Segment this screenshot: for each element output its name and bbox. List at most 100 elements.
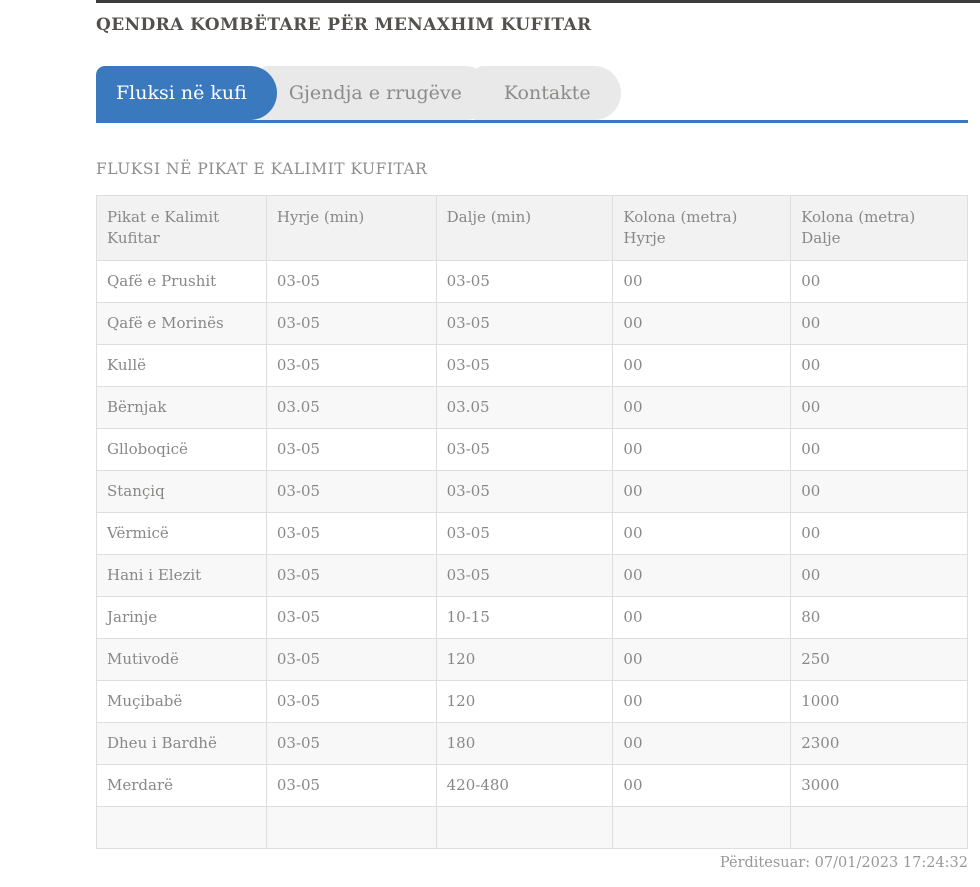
queue-entry-cell: 00 [612,428,792,471]
tab-label: Gjendja e rrugëve [288,82,462,104]
page-title: QENDRA KOMBËTARE PËR MENAXHIM KUFITAR [96,15,592,35]
queue-exit-cell: 00 [790,302,968,345]
table-row: Qafë e Morinës 03-05 03-05 00 00 [96,302,968,345]
table-row: Vërmicë 03-05 03-05 00 00 [96,512,968,555]
column-header-crossing-point: Pikat e Kalimit Kufitar [96,195,267,261]
crossing-name-cell: Hani i Elezit [96,554,267,597]
crossing-name-cell: Kullë [96,344,267,387]
exit-min-cell: 120 [435,680,614,723]
crossing-name-cell: Merdarë [96,764,267,807]
exit-min-cell: 10-15 [435,596,614,639]
section-heading: FLUKSI NË PIKAT E KALIMIT KUFITAR [96,160,428,178]
entry-min-cell: 03-05 [265,722,437,765]
tab-bar: Fluksi në kufi Gjendja e rrugëve Kontakt… [96,66,968,123]
queue-entry-cell: 00 [612,554,792,597]
entry-min-cell: 03-05 [265,260,437,303]
empty-cell [612,806,792,849]
empty-cell [435,806,614,849]
table-row: Glloboqicë 03-05 03-05 00 00 [96,428,968,471]
exit-min-cell: 03-05 [435,512,614,555]
exit-min-cell: 03-05 [435,344,614,387]
exit-min-cell: 03.05 [435,386,614,429]
queue-entry-cell: 00 [612,764,792,807]
crossing-name-cell: Qafë e Prushit [96,260,267,303]
queue-entry-cell: 00 [612,260,792,303]
exit-min-cell: 03-05 [435,554,614,597]
queue-exit-cell: 2300 [790,722,968,765]
column-header-entry-min: Hyrje (min) [265,195,437,261]
exit-min-cell: 03-05 [435,260,614,303]
crossing-name-cell: Dheu i Bardhë [96,722,267,765]
table-row-empty [96,806,968,849]
tab-label: Fluksi në kufi [116,82,247,104]
queue-entry-cell: 00 [612,596,792,639]
entry-min-cell: 03-05 [265,554,437,597]
empty-cell [96,806,267,849]
queue-entry-cell: 00 [612,512,792,555]
queue-exit-cell: 00 [790,344,968,387]
queue-exit-cell: 00 [790,260,968,303]
table-row: Kullë 03-05 03-05 00 00 [96,344,968,387]
table-row: Bërnjak 03.05 03.05 00 00 [96,386,968,429]
table-row: Qafë e Prushit 03-05 03-05 00 00 [96,260,968,303]
queue-entry-cell: 00 [612,470,792,513]
empty-cell [265,806,437,849]
queue-exit-cell: 1000 [790,680,968,723]
entry-min-cell: 03-05 [265,764,437,807]
column-header-queue-exit: Kolona (metra) Dalje [790,195,968,261]
entry-min-cell: 03-05 [265,344,437,387]
queue-exit-cell: 3000 [790,764,968,807]
tab-gjendja-e-rrugeve[interactable]: Gjendja e rrugëve [258,66,492,120]
exit-min-cell: 180 [435,722,614,765]
table-row: Merdarë 03-05 420-480 00 3000 [96,764,968,807]
tab-label: Kontakte [503,82,591,104]
table-row: Stançiq 03-05 03-05 00 00 [96,470,968,513]
crossing-name-cell: Vërmicë [96,512,267,555]
crossing-name-cell: Stançiq [96,470,267,513]
entry-min-cell: 03.05 [265,386,437,429]
queue-exit-cell: 00 [790,470,968,513]
top-border-line [96,0,980,3]
queue-entry-cell: 00 [612,386,792,429]
empty-cell [790,806,968,849]
exit-min-cell: 03-05 [435,470,614,513]
queue-exit-cell: 250 [790,638,968,681]
exit-min-cell: 03-05 [435,428,614,471]
entry-min-cell: 03-05 [265,428,437,471]
exit-min-cell: 120 [435,638,614,681]
updated-timestamp: Përditesuar: 07/01/2023 17:24:32 [719,855,968,871]
queue-entry-cell: 00 [612,302,792,345]
crossing-name-cell: Mutivodë [96,638,267,681]
table-row: Muçibabë 03-05 120 00 1000 [96,680,968,723]
crossing-name-cell: Muçibabë [96,680,267,723]
crossing-name-cell: Glloboqicë [96,428,267,471]
crossing-name-cell: Bërnjak [96,386,267,429]
column-header-exit-min: Dalje (min) [435,195,614,261]
queue-entry-cell: 00 [612,344,792,387]
queue-exit-cell: 00 [790,428,968,471]
entry-min-cell: 03-05 [265,470,437,513]
tab-kontakte[interactable]: Kontakte [473,66,621,120]
tab-fluksi-ne-kufi[interactable]: Fluksi në kufi [96,66,277,120]
crossing-name-cell: Qafë e Morinës [96,302,267,345]
crossing-name-cell: Jarinje [96,596,267,639]
table-row: Mutivodë 03-05 120 00 250 [96,638,968,681]
entry-min-cell: 03-05 [265,512,437,555]
queue-entry-cell: 00 [612,722,792,765]
entry-min-cell: 03-05 [265,638,437,681]
table-row: Dheu i Bardhë 03-05 180 00 2300 [96,722,968,765]
entry-min-cell: 03-05 [265,596,437,639]
queue-exit-cell: 00 [790,554,968,597]
table-row: Hani i Elezit 03-05 03-05 00 00 [96,554,968,597]
column-header-queue-entry: Kolona (metra) Hyrje [612,195,792,261]
queue-exit-cell: 00 [790,512,968,555]
queue-exit-cell: 80 [790,596,968,639]
border-crossings-table: Pikat e Kalimit Kufitar Hyrje (min) Dalj… [96,195,968,849]
exit-min-cell: 420-480 [435,764,614,807]
exit-min-cell: 03-05 [435,302,614,345]
queue-entry-cell: 00 [612,638,792,681]
table-row: Jarinje 03-05 10-15 00 80 [96,596,968,639]
queue-entry-cell: 00 [612,680,792,723]
queue-exit-cell: 00 [790,386,968,429]
